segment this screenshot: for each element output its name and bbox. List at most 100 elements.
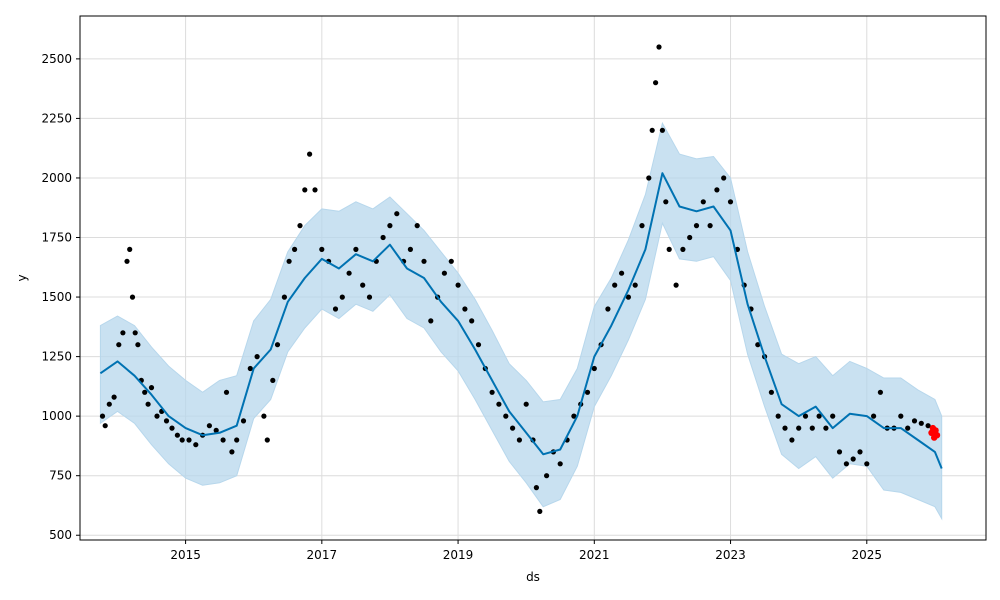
observation-point: [649, 127, 655, 133]
observation-point: [261, 413, 267, 419]
observation-point: [247, 365, 253, 372]
observation-point: [727, 199, 734, 205]
observation-point: [145, 401, 151, 407]
y-tick-label: 750: [49, 469, 72, 483]
observation-point: [99, 413, 106, 419]
observation-point: [292, 246, 298, 252]
observation-point: [864, 461, 870, 467]
observation-point: [307, 151, 313, 157]
observation-point: [455, 282, 461, 288]
recent-points-layer: [928, 424, 941, 441]
observation-point: [666, 246, 672, 252]
y-tick-label: 1500: [41, 290, 72, 304]
observation-point: [843, 461, 850, 467]
observation-point: [213, 427, 219, 433]
x-axis-ticks: 2015 2017 2019 2021 2023 2025: [170, 540, 882, 562]
observation-point: [234, 437, 240, 443]
observation-point: [714, 187, 720, 193]
x-tick-label: 2025: [852, 548, 883, 562]
observation-point: [286, 258, 292, 264]
observation-point: [782, 425, 788, 431]
observation-point: [721, 175, 727, 181]
observation-point: [448, 258, 454, 264]
forecast-line: [99, 172, 943, 469]
observation-point: [297, 223, 303, 229]
observation-point: [537, 508, 543, 514]
observation-point: [116, 342, 122, 348]
observation-point: [850, 456, 856, 462]
x-tick-label: 2019: [443, 548, 474, 562]
observation-point: [186, 437, 192, 443]
observation-point: [591, 365, 597, 372]
observation-point: [148, 385, 155, 391]
observation-point: [132, 330, 138, 336]
observation-point: [102, 423, 108, 429]
observation-point: [206, 423, 212, 429]
forecast-line-layer: [99, 172, 943, 469]
observation-point: [332, 306, 339, 312]
observation-point: [693, 223, 700, 229]
observation-point: [174, 432, 180, 438]
observation-point: [223, 389, 230, 395]
observation-point: [557, 461, 563, 467]
observation-point: [918, 420, 924, 426]
observation-point: [254, 354, 260, 360]
observation-points-layer: [99, 44, 931, 514]
observation-point: [394, 211, 400, 217]
observation-point: [871, 413, 877, 419]
observation-point: [836, 449, 843, 455]
observation-point: [319, 246, 325, 252]
observation-point: [111, 394, 117, 400]
observation-point: [796, 425, 802, 431]
observation-point: [612, 282, 618, 288]
observation-point: [503, 413, 509, 419]
observation-point: [544, 473, 550, 479]
y-axis-ticks: 500 750 1000 1250 1500 1750 2000 2250 2500: [41, 52, 80, 542]
observation-point: [270, 377, 276, 383]
observation-point: [802, 413, 809, 419]
observation-point: [407, 246, 413, 252]
observation-point: [775, 413, 781, 419]
recent-observation-point: [933, 432, 941, 439]
observation-point: [673, 282, 679, 288]
observation-point: [523, 401, 529, 407]
observation-point: [857, 449, 863, 455]
observation-point: [707, 223, 713, 229]
observation-point: [496, 401, 502, 407]
observation-point: [142, 389, 148, 395]
observation-point: [823, 425, 829, 431]
x-tick-label: 2021: [579, 548, 610, 562]
y-tick-label: 1250: [41, 350, 72, 364]
observation-point: [179, 437, 185, 443]
observation-point: [925, 423, 931, 429]
observation-point: [469, 318, 475, 324]
y-axis-label: y: [15, 274, 29, 281]
observation-point: [911, 418, 918, 424]
observation-point: [312, 187, 318, 193]
observation-point: [830, 413, 836, 419]
recent-observation-point: [932, 427, 939, 434]
observation-point: [755, 342, 761, 348]
y-tick-label: 2000: [41, 171, 72, 185]
observation-point: [905, 425, 911, 431]
observation-point: [127, 246, 133, 252]
observation-point: [653, 80, 659, 86]
plot-frame: [79, 15, 987, 541]
y-tick-label: 1000: [41, 409, 72, 423]
x-tick-label: 2023: [715, 548, 746, 562]
observation-point: [129, 294, 136, 300]
observation-point: [475, 342, 482, 348]
observation-point: [663, 199, 669, 205]
observation-point: [639, 223, 645, 229]
observation-point: [516, 437, 523, 443]
observation-point: [656, 44, 662, 50]
observation-point: [264, 437, 270, 443]
y-tick-label: 2500: [41, 52, 72, 66]
observation-point: [380, 234, 386, 241]
observation-point: [768, 389, 775, 395]
observation-point: [154, 413, 160, 419]
observation-point: [240, 418, 247, 424]
observation-point: [619, 270, 625, 276]
uncertainty-band-layer: [99, 121, 943, 521]
